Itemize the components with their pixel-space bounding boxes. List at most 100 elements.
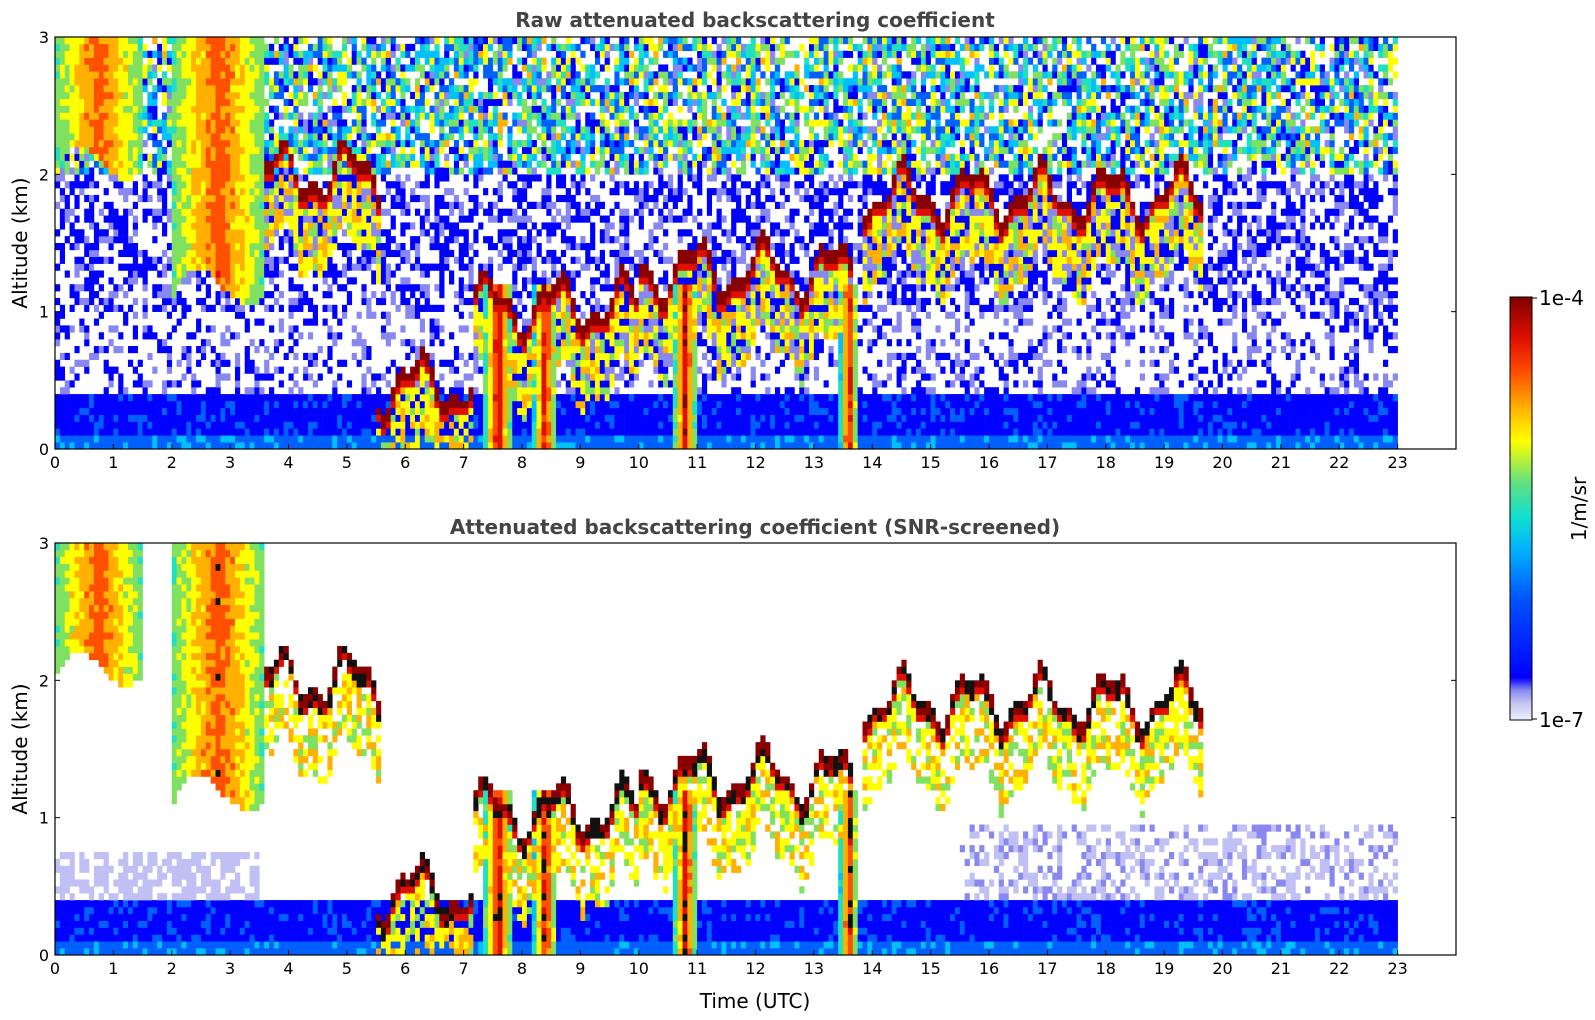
heatmap-cell: [419, 98, 425, 106]
heatmap-cell: [342, 105, 348, 113]
heatmap-cell: [546, 297, 552, 306]
heatmap-cell: [166, 256, 173, 264]
heatmap-cell: [307, 304, 314, 312]
heatmap-cell: [531, 407, 537, 415]
heatmap-cell: [366, 78, 372, 86]
heatmap-cell: [458, 263, 464, 271]
heatmap-cell: [594, 387, 601, 395]
heatmap-cell: [249, 435, 255, 443]
heatmap-cell: [132, 37, 138, 45]
heatmap-cell: [492, 442, 498, 449]
heatmap-cell: [458, 428, 464, 436]
heatmap-cell: [575, 160, 581, 168]
heatmap-cell: [244, 236, 250, 244]
heatmap-cell: [166, 126, 173, 134]
heatmap-cell: [147, 442, 153, 449]
heatmap-cell: [123, 277, 129, 285]
heatmap-cell: [487, 284, 494, 292]
heatmap-cell: [264, 43, 270, 52]
heatmap-cell: [361, 394, 367, 402]
heatmap-cell: [118, 442, 124, 449]
heatmap-cell: [414, 105, 421, 113]
heatmap-cell: [492, 297, 498, 306]
heatmap-cell: [108, 215, 114, 223]
heatmap-cell: [278, 78, 284, 86]
heatmap-cell: [210, 91, 216, 100]
heatmap-cell: [575, 188, 581, 196]
heatmap-cell: [166, 119, 173, 127]
heatmap-cell: [89, 291, 95, 299]
heatmap-cell: [273, 201, 280, 209]
heatmap-cell: [453, 64, 460, 72]
heatmap-cell: [497, 50, 503, 58]
heatmap-cell: [84, 394, 90, 402]
heatmap-cell: [298, 270, 304, 278]
heatmap-cell: [69, 98, 75, 106]
heatmap-cell: [380, 270, 387, 278]
heatmap-cell: [390, 414, 396, 422]
heatmap-cell: [351, 57, 357, 65]
heatmap-cell: [434, 91, 440, 100]
heatmap-cell: [546, 428, 552, 436]
heatmap-cell: [414, 407, 421, 415]
heatmap-cell: [517, 222, 523, 230]
heatmap-cell: [556, 380, 562, 388]
heatmap-cell: [220, 133, 226, 141]
heatmap-cell: [196, 256, 202, 264]
heatmap-cell: [468, 284, 474, 292]
heatmap-cell: [410, 153, 416, 161]
heatmap-cell: [366, 133, 372, 141]
heatmap-cell: [594, 146, 601, 155]
heatmap-cell: [390, 387, 396, 395]
heatmap-cell: [327, 263, 333, 271]
heatmap-cell: [127, 133, 134, 141]
heatmap-cell: [434, 229, 440, 237]
heatmap-cell: [103, 153, 109, 161]
heatmap-cell: [93, 119, 100, 127]
heatmap-cell: [137, 167, 143, 175]
heatmap-cell: [507, 78, 513, 86]
heatmap-cell: [191, 112, 197, 120]
heatmap-cell: [191, 153, 197, 161]
heatmap-cell: [468, 311, 474, 319]
heatmap-cell: [298, 229, 304, 237]
heatmap-cell: [210, 359, 216, 367]
heatmap-cell: [191, 380, 197, 388]
heatmap-cell: [380, 332, 387, 340]
heatmap-cell: [575, 146, 581, 155]
heatmap-cell: [502, 37, 508, 45]
heatmap-cell: [463, 50, 469, 58]
heatmap-cell: [186, 181, 192, 189]
heatmap-cell: [307, 263, 314, 271]
heatmap-cell: [220, 153, 226, 161]
heatmap-cell: [171, 167, 177, 175]
heatmap-cell: [93, 414, 100, 422]
heatmap-cell: [254, 291, 260, 299]
heatmap-cell: [55, 407, 61, 415]
heatmap-cell: [419, 346, 425, 354]
heatmap-cell: [346, 243, 353, 251]
heatmap-cell: [307, 442, 314, 449]
heatmap-cell: [526, 407, 533, 415]
heatmap-cell: [278, 421, 284, 429]
heatmap-cell: [483, 380, 489, 388]
heatmap-cell: [234, 78, 241, 86]
heatmap-cell: [147, 112, 153, 120]
heatmap-cell: [220, 359, 226, 367]
heatmap-cell: [439, 126, 445, 134]
heatmap-cell: [424, 297, 430, 306]
heatmap-cell: [210, 428, 216, 436]
heatmap-cell: [580, 380, 586, 388]
heatmap-cell: [254, 160, 260, 168]
heatmap-cell: [269, 243, 275, 251]
heatmap-cell: [118, 91, 124, 100]
heatmap-cell: [157, 181, 163, 189]
heatmap-cell: [395, 188, 401, 196]
heatmap-cell: [200, 126, 207, 134]
heatmap-cell: [215, 105, 221, 113]
heatmap-cell: [356, 311, 362, 319]
heatmap-cell: [337, 119, 343, 127]
heatmap-cell: [565, 332, 571, 340]
heatmap-cell: [371, 112, 377, 120]
heatmap-cell: [210, 387, 216, 395]
